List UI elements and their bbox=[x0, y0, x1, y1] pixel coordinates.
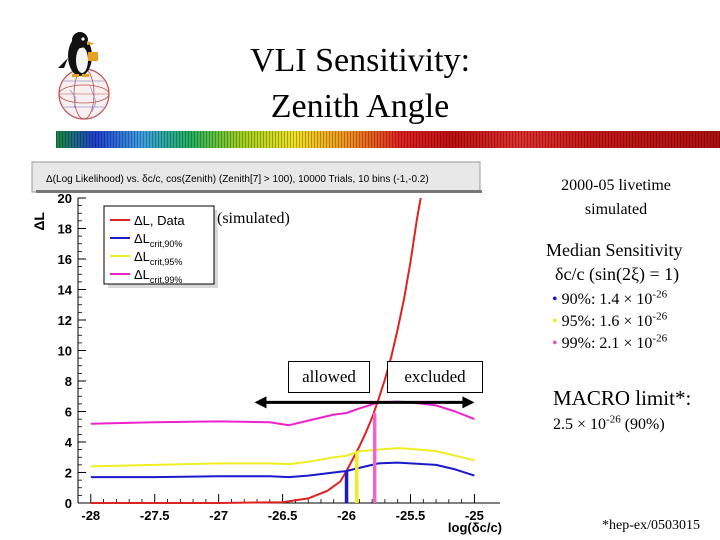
y-tick-label: 2 bbox=[65, 466, 72, 481]
median-sensitivity-formula: δc/c (sin(2ξ) = 1) bbox=[555, 262, 679, 286]
y-tick-label: 14 bbox=[58, 283, 73, 298]
macro-value-text: 2.5 × 10 bbox=[553, 416, 607, 433]
result-exponent: -26 bbox=[652, 310, 668, 323]
x-tick-label: -27 bbox=[209, 508, 228, 523]
result-text: 95%: 1.6 × 10 bbox=[561, 313, 653, 330]
result-90: • 90%: 1.4 × 10-26 bbox=[552, 289, 667, 311]
y-tick-label: 8 bbox=[65, 374, 72, 389]
y-tick-label: 10 bbox=[58, 344, 72, 359]
chart-legend: ΔL, Data ΔLcrit,90%ΔLcrit,95%ΔLcrit,99% bbox=[103, 205, 218, 288]
y-tick-label: 4 bbox=[65, 435, 73, 450]
x-axis-label: log(δc/c) bbox=[448, 520, 502, 535]
macro-value-exponent: -26 bbox=[606, 413, 621, 426]
macro-limit-value: 2.5 × 10-26 (90%) bbox=[553, 414, 665, 436]
result-95: • 95%: 1.6 × 10-26 bbox=[552, 311, 667, 333]
legend-entry: ΔLcrit,90% bbox=[134, 231, 182, 249]
result-bullet: • bbox=[552, 291, 558, 308]
legend-entry: ΔLcrit,99% bbox=[134, 267, 182, 285]
y-tick-label: 16 bbox=[58, 252, 72, 267]
y-axis-label: ΔL bbox=[31, 212, 47, 231]
series-line bbox=[90, 400, 475, 427]
y-tick-label: 0 bbox=[65, 496, 72, 511]
x-tick-label: -25 bbox=[465, 508, 484, 523]
results-list: • 90%: 1.4 × 10-26 • 95%: 1.6 × 10-26 • … bbox=[552, 289, 667, 355]
allowed-label: allowed bbox=[288, 361, 370, 393]
result-text: 99%: 2.1 × 10 bbox=[561, 335, 653, 352]
livetime-line-2: simulated bbox=[584, 201, 648, 218]
median-sensitivity-title: Median Sensitivity bbox=[546, 240, 683, 260]
result-bullet: • bbox=[552, 313, 558, 330]
x-tick-label: -25.5 bbox=[396, 508, 426, 523]
y-tick-label: 20 bbox=[58, 191, 72, 206]
x-tick-label: -27.5 bbox=[140, 508, 170, 523]
x-tick-label: -26.5 bbox=[268, 508, 298, 523]
series-line bbox=[90, 197, 422, 504]
x-tick-label: -26 bbox=[337, 508, 356, 523]
allowed-excluded-arrow bbox=[254, 396, 475, 409]
macro-limit-title: MACRO limit*: bbox=[553, 386, 692, 410]
livetime-line-1: 2000-05 livetime bbox=[561, 177, 671, 194]
footnote: *hep-ex/0503015 bbox=[602, 518, 700, 533]
sensitivity-markers bbox=[344, 413, 377, 503]
median-formula-text: δc/c (sin(2ξ) = 1) bbox=[555, 264, 680, 284]
y-tick-label: 6 bbox=[65, 405, 72, 420]
legend-entry: ΔL, Data bbox=[134, 213, 185, 228]
y-tick-label: 12 bbox=[58, 313, 72, 328]
chart-title: Δ(Log Likelihood) vs. δc/c, cos(Zenith) … bbox=[46, 174, 429, 185]
result-text: 90%: 1.4 × 10 bbox=[561, 291, 653, 308]
title-line-2: Zenith Angle bbox=[270, 88, 450, 125]
x-tick-label: -28 bbox=[81, 508, 100, 523]
x-ticks: -28 -27.5 -27 -26.5 -26 -25.5 -25 bbox=[81, 494, 484, 523]
result-99: • 99%: 2.1 × 10-26 bbox=[552, 333, 667, 355]
livetime-note: 2000-05 livetime simulated bbox=[530, 174, 702, 222]
simulated-label: (simulated) bbox=[217, 210, 290, 228]
icecube-penguin-logo bbox=[58, 32, 110, 120]
result-bullet: • bbox=[552, 335, 558, 352]
result-exponent: -26 bbox=[652, 288, 668, 301]
slide-title: VLI Sensitivity: Zenith Angle bbox=[0, 38, 720, 130]
title-line-1: VLI Sensitivity: bbox=[249, 42, 471, 79]
y-ticks: 0 2 4 6 8 10 12 14 16 18 20 bbox=[58, 191, 86, 511]
macro-value-suffix: (90%) bbox=[620, 416, 665, 433]
excluded-label: excluded bbox=[387, 361, 483, 393]
likelihood-chart: Δ(Log Likelihood) vs. δc/c, cos(Zenith) … bbox=[30, 160, 510, 540]
legend-entry: ΔLcrit,95% bbox=[134, 249, 182, 267]
result-exponent: -26 bbox=[652, 332, 668, 345]
series-line bbox=[90, 447, 475, 468]
y-tick-label: 18 bbox=[58, 222, 72, 237]
rainbow-spectrum-band bbox=[56, 131, 720, 148]
chart-title-box bbox=[31, 161, 481, 193]
